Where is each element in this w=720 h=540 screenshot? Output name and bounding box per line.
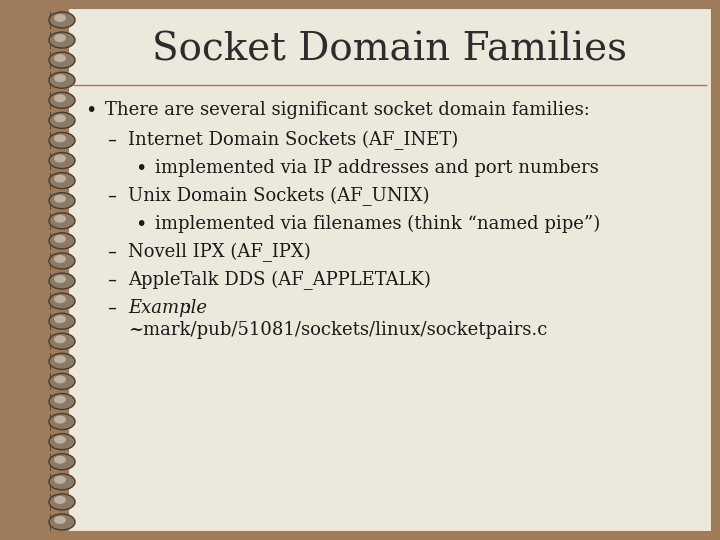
Ellipse shape <box>54 174 66 183</box>
Text: –: – <box>107 131 117 149</box>
Text: implemented via IP addresses and port numbers: implemented via IP addresses and port nu… <box>155 159 599 177</box>
Ellipse shape <box>54 215 66 223</box>
Ellipse shape <box>49 173 75 188</box>
Text: Internet Domain Sockets (AF_INET): Internet Domain Sockets (AF_INET) <box>128 130 458 150</box>
Ellipse shape <box>49 273 75 289</box>
Text: AppleTalk DDS (AF_APPLETALK): AppleTalk DDS (AF_APPLETALK) <box>128 271 431 289</box>
Ellipse shape <box>49 333 75 349</box>
Text: Novell IPX (AF_IPX): Novell IPX (AF_IPX) <box>128 242 311 261</box>
Text: •: • <box>85 100 96 119</box>
Ellipse shape <box>49 454 75 470</box>
Text: :: : <box>184 299 191 317</box>
Ellipse shape <box>54 456 66 464</box>
Ellipse shape <box>49 72 75 88</box>
Ellipse shape <box>54 114 66 123</box>
Ellipse shape <box>54 516 66 524</box>
Ellipse shape <box>54 54 66 62</box>
Ellipse shape <box>54 14 66 22</box>
Ellipse shape <box>49 434 75 450</box>
Text: –: – <box>107 271 117 289</box>
Text: •: • <box>135 159 147 178</box>
Text: Socket Domain Families: Socket Domain Families <box>153 31 628 69</box>
Ellipse shape <box>54 94 66 102</box>
Ellipse shape <box>54 395 66 403</box>
Ellipse shape <box>54 154 66 163</box>
Ellipse shape <box>49 353 75 369</box>
Ellipse shape <box>54 134 66 143</box>
Ellipse shape <box>49 213 75 229</box>
Ellipse shape <box>54 255 66 263</box>
Ellipse shape <box>49 112 75 129</box>
Ellipse shape <box>54 74 66 82</box>
Ellipse shape <box>54 335 66 343</box>
Ellipse shape <box>49 52 75 68</box>
FancyBboxPatch shape <box>68 8 712 532</box>
Ellipse shape <box>49 414 75 430</box>
Ellipse shape <box>54 375 66 383</box>
Text: –: – <box>107 243 117 261</box>
Ellipse shape <box>49 132 75 149</box>
Text: There are several significant socket domain families:: There are several significant socket dom… <box>105 101 590 119</box>
Ellipse shape <box>49 253 75 269</box>
Ellipse shape <box>49 153 75 168</box>
Ellipse shape <box>54 195 66 202</box>
Ellipse shape <box>49 313 75 329</box>
Ellipse shape <box>49 193 75 209</box>
Ellipse shape <box>49 394 75 409</box>
Text: implemented via filenames (think “named pipe”): implemented via filenames (think “named … <box>155 215 600 233</box>
Text: Unix Domain Sockets (AF_UNIX): Unix Domain Sockets (AF_UNIX) <box>128 186 430 206</box>
Ellipse shape <box>49 12 75 28</box>
Text: ~mark/pub/51081/sockets/linux/socketpairs.c: ~mark/pub/51081/sockets/linux/socketpair… <box>128 321 547 339</box>
Ellipse shape <box>49 92 75 109</box>
Ellipse shape <box>54 476 66 484</box>
Ellipse shape <box>49 233 75 249</box>
Ellipse shape <box>54 496 66 504</box>
Ellipse shape <box>54 416 66 423</box>
Text: –: – <box>107 299 117 317</box>
Text: Example: Example <box>128 299 207 317</box>
Ellipse shape <box>54 355 66 363</box>
Ellipse shape <box>54 34 66 42</box>
Ellipse shape <box>49 293 75 309</box>
Text: •: • <box>135 214 147 233</box>
Ellipse shape <box>49 514 75 530</box>
Ellipse shape <box>49 474 75 490</box>
Ellipse shape <box>54 235 66 243</box>
Ellipse shape <box>54 275 66 283</box>
Text: –: – <box>107 187 117 205</box>
Ellipse shape <box>54 436 66 444</box>
Ellipse shape <box>49 494 75 510</box>
Ellipse shape <box>49 374 75 389</box>
Ellipse shape <box>54 315 66 323</box>
Ellipse shape <box>49 32 75 48</box>
Ellipse shape <box>54 295 66 303</box>
